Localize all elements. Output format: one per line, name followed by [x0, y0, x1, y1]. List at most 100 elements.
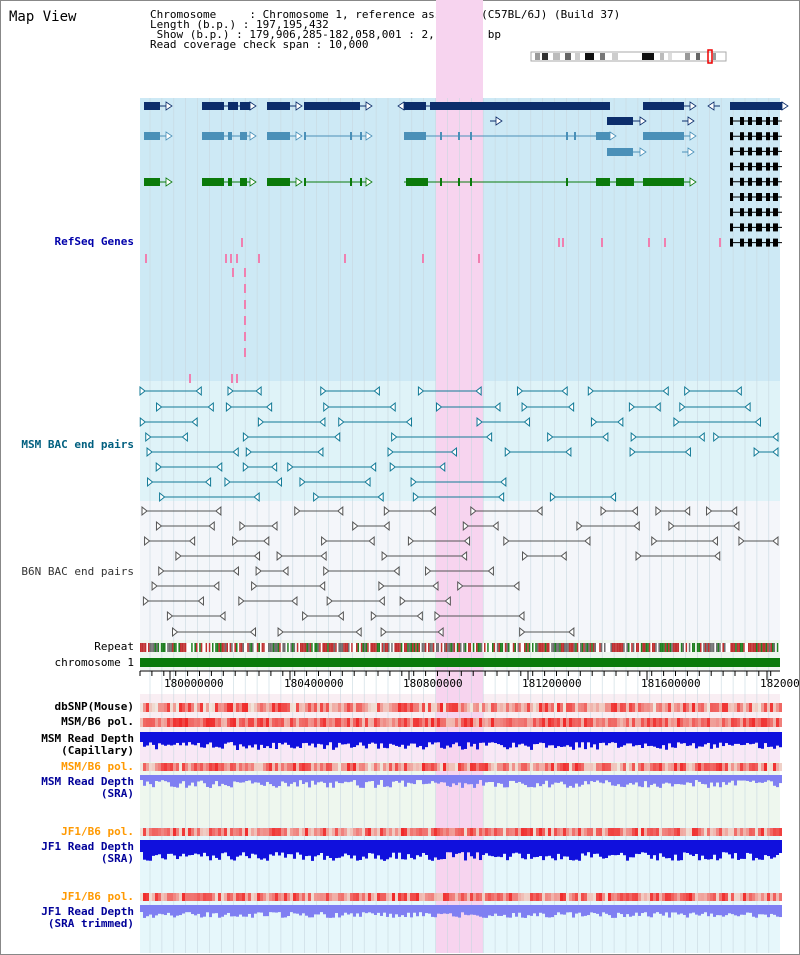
- read-depth-bar: [626, 905, 629, 915]
- read-depth-bar: [707, 905, 710, 917]
- polymorphism-cell: [281, 828, 284, 836]
- bac-end-marker: [207, 401, 214, 413]
- polymorphism-cell: [680, 828, 683, 836]
- polymorphism-cell: [485, 828, 488, 836]
- polymorphism-cell: [686, 703, 689, 712]
- repeat-segment: [584, 643, 587, 652]
- refseq-pink-marker: [225, 254, 227, 263]
- bac-end-marker: [706, 505, 713, 517]
- polymorphism-cell: [662, 703, 665, 712]
- read-depth-bar: [434, 905, 437, 918]
- polymorphism-cell: [554, 828, 557, 836]
- polymorphism-cell: [653, 718, 656, 727]
- read-depth-bar: [251, 840, 254, 854]
- repeat-segment: [736, 643, 739, 652]
- polymorphism-cell: [293, 763, 296, 771]
- polymorphism-cell: [200, 703, 203, 712]
- read-depth-bar: [605, 732, 608, 746]
- read-depth-bar: [269, 732, 272, 749]
- read-depth-bar: [314, 732, 317, 748]
- read-depth-bar: [539, 775, 542, 787]
- polymorphism-cell: [458, 828, 461, 836]
- bac-end-marker: [213, 580, 220, 592]
- polymorphism-cell: [194, 893, 197, 901]
- read-depth-bar: [488, 732, 491, 743]
- read-depth-bar: [500, 905, 503, 916]
- read-depth-bar: [395, 840, 398, 859]
- repeat-segment: [764, 643, 766, 652]
- polymorphism-cell: [419, 703, 422, 712]
- polymorphism-cell: [701, 763, 704, 771]
- read-depth-bar: [611, 732, 614, 743]
- read-depth-bar: [653, 775, 656, 784]
- read-depth-bar: [602, 905, 605, 913]
- read-depth-bar: [152, 840, 155, 856]
- read-depth-bar: [266, 905, 269, 917]
- polymorphism-cell: [359, 893, 362, 901]
- repeat-segment: [776, 643, 779, 652]
- read-depth-bar: [449, 840, 452, 853]
- refseq-pink-marker: [230, 254, 232, 263]
- polymorphism-cell: [281, 893, 284, 901]
- polymorphism-cell: [260, 703, 263, 712]
- repeat-segment: [252, 643, 254, 652]
- polymorphism-cell: [548, 763, 551, 771]
- polymorphism-cell: [644, 893, 647, 901]
- repeat-segment: [365, 643, 368, 652]
- read-depth-bar: [224, 905, 227, 915]
- repeat-segment: [592, 643, 595, 652]
- repeat-segment: [168, 643, 171, 652]
- read-depth-bar: [734, 732, 737, 744]
- bac-end-marker: [617, 416, 624, 428]
- read-depth-bar: [572, 775, 575, 788]
- polymorphism-cell: [644, 763, 647, 771]
- bac-end-marker: [393, 565, 400, 577]
- read-depth-bar: [167, 732, 170, 745]
- polymorphism-cell: [563, 763, 566, 771]
- read-depth-bar: [698, 775, 701, 782]
- repeat-segment: [724, 643, 726, 652]
- read-depth-bar: [221, 840, 224, 854]
- polymorphism-cell: [413, 718, 416, 727]
- read-depth-bar: [689, 732, 692, 746]
- repeat-segment: [464, 643, 467, 652]
- read-depth-bar: [674, 840, 677, 855]
- repeat-segment: [701, 643, 704, 652]
- read-depth-bar: [233, 905, 236, 917]
- polymorphism-cell: [623, 763, 626, 771]
- repeat-segment: [444, 643, 446, 652]
- repeat-segment: [612, 643, 614, 652]
- polymorphism-cell: [257, 703, 260, 712]
- repeat-segment: [733, 643, 736, 652]
- polymorphism-cell: [218, 828, 221, 836]
- repeat-segment: [605, 643, 608, 652]
- read-depth-bar: [569, 840, 572, 861]
- polymorphism-cell: [323, 718, 326, 727]
- read-depth-bar: [200, 732, 203, 748]
- read-depth-bar: [326, 840, 329, 856]
- bac-end-marker: [536, 505, 543, 517]
- bac-end-marker: [416, 610, 423, 622]
- repeat-segment: [226, 643, 228, 652]
- polymorphism-cell: [323, 703, 326, 712]
- polymorphism-cell: [773, 718, 776, 727]
- bac-end-marker: [547, 431, 554, 443]
- read-depth-bar: [347, 840, 350, 856]
- read-depth-bar: [659, 840, 662, 854]
- repeat-segment: [293, 643, 296, 652]
- read-depth-bar: [461, 840, 464, 853]
- polymorphism-cell: [494, 718, 497, 727]
- polymorphism-cell: [638, 763, 641, 771]
- repeat-segment: [538, 643, 540, 652]
- polymorphism-cell: [701, 828, 704, 836]
- gene-exon: [748, 162, 752, 171]
- polymorphism-cell: [332, 718, 335, 727]
- read-depth-bar: [674, 775, 677, 785]
- gene-exon: [740, 117, 744, 125]
- polymorphism-cell: [446, 828, 449, 836]
- read-depth-bar: [605, 775, 608, 781]
- read-depth-bar: [461, 905, 464, 913]
- read-depth-bar: [281, 905, 284, 918]
- polymorphism-cell: [692, 718, 695, 727]
